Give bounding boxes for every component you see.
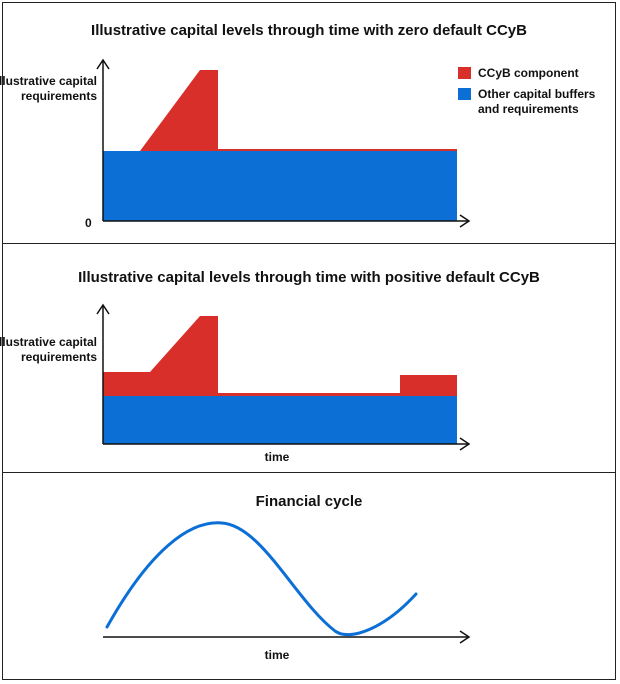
legend: CCyB component Other capital buffers and… — [458, 66, 598, 123]
panel2-title: Illustrative capital levels through time… — [78, 269, 540, 286]
legend-swatch-other — [458, 88, 471, 100]
legend-label-ccyb: CCyB component — [478, 66, 579, 80]
panel1-other-area — [103, 151, 457, 221]
panel1-title: Illustrative capital levels through time… — [91, 22, 527, 39]
panel2-x-axis-label: time — [264, 450, 290, 464]
panel1-y-axis-label: Illustrative capital requirements — [0, 74, 97, 103]
panel2-ccyb-area-left — [103, 316, 457, 396]
panel-divider — [2, 472, 616, 473]
legend-item-ccyb: CCyB component — [458, 66, 598, 81]
panel1-ccyb-area — [140, 70, 457, 151]
panel-divider — [2, 243, 616, 244]
panel2-y-axis-label: Illustrative capital requirements — [0, 335, 97, 364]
panel3-x-axis-label: time — [264, 648, 290, 662]
panel2-other-area — [103, 396, 457, 444]
panel1-zero-label: 0 — [85, 216, 92, 230]
panel3-x-arrow — [459, 630, 471, 644]
panel3-title: Financial cycle — [255, 493, 363, 510]
legend-swatch-ccyb — [458, 67, 471, 79]
panel2-y-arrow — [96, 303, 110, 315]
legend-label-other: Other capital buffers and requirements — [478, 87, 596, 116]
legend-item-other: Other capital buffers and requirements — [458, 87, 598, 117]
panel1-y-arrow — [96, 58, 110, 70]
panel2-x-arrow — [459, 437, 471, 451]
panel1-x-arrow — [459, 214, 471, 228]
financial-cycle-curve — [105, 521, 418, 637]
